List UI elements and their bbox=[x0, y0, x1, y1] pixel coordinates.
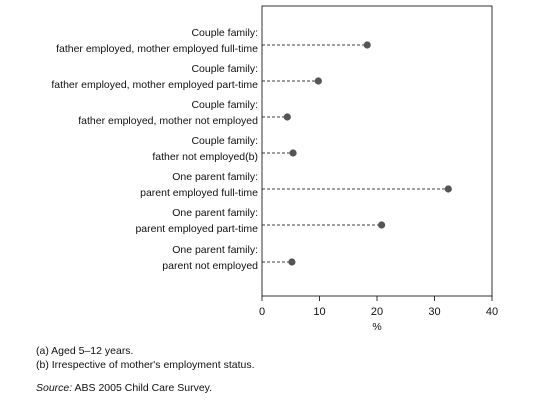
category-label-line: One parent family: bbox=[172, 171, 258, 183]
category-label-line: parent not employed bbox=[162, 260, 258, 272]
category-label-line: father employed, mother employed full-ti… bbox=[56, 43, 258, 55]
category-label-line: Couple family: bbox=[191, 135, 258, 147]
source-note: Source: ABS 2005 Child Care Survey. bbox=[36, 382, 255, 396]
plot-frame bbox=[261, 5, 493, 297]
x-axis-label: % bbox=[372, 321, 381, 333]
category-label: One parent family: parent not employed bbox=[162, 244, 258, 272]
x-tick-label: 20 bbox=[371, 306, 383, 318]
category-label: Couple family: father employed, mother em… bbox=[51, 63, 258, 91]
footnote-b: (b) Irrespective of mother's employment … bbox=[36, 358, 255, 371]
x-tick-label: 10 bbox=[313, 306, 325, 318]
category-label-line: Couple family: bbox=[191, 99, 258, 111]
data-point bbox=[444, 185, 452, 193]
data-point bbox=[314, 77, 322, 85]
category-label-line: father employed, mother not employed bbox=[78, 115, 258, 127]
category-label: One parent family: parent employed full-t… bbox=[140, 171, 258, 199]
category-label-line: One parent family: bbox=[172, 207, 258, 219]
category-label-line: Couple family: bbox=[191, 63, 258, 75]
footnote-a: (a) Aged 5–12 years. bbox=[36, 345, 134, 357]
data-point bbox=[283, 113, 291, 121]
chart-notes: (a) Aged 5–12 years. (b) Irrespective of… bbox=[36, 345, 255, 396]
source-prefix: Source: bbox=[36, 382, 73, 394]
category-label: Couple family: father employed, mother em… bbox=[56, 27, 258, 55]
category-label-line: parent employed part-time bbox=[135, 223, 258, 235]
data-point bbox=[363, 41, 371, 49]
category-label-line: father employed, mother employed part-ti… bbox=[51, 79, 258, 91]
category-label: One parent family: parent employed part-t… bbox=[135, 207, 258, 235]
data-point bbox=[288, 258, 296, 266]
x-tick-label: 0 bbox=[259, 306, 265, 318]
data-point bbox=[378, 221, 386, 229]
category-label: Couple family: father not employed(b) bbox=[152, 135, 258, 163]
chart-rows: Couple family: father employed, mother em… bbox=[51, 27, 452, 272]
category-label: Couple family: father employed, mother no… bbox=[78, 99, 258, 127]
data-point bbox=[289, 149, 297, 157]
source-text: ABS 2005 Child Care Survey. bbox=[74, 382, 213, 394]
category-label-line: Couple family: bbox=[191, 27, 258, 39]
x-tick-label: 40 bbox=[486, 306, 498, 318]
x-axis-ticks: 0 10 20 30 40 bbox=[259, 296, 498, 318]
category-label-line: One parent family: bbox=[172, 244, 258, 256]
category-label-line: parent employed full-time bbox=[140, 187, 258, 199]
x-tick-label: 30 bbox=[428, 306, 440, 318]
category-label-line: father not employed(b) bbox=[152, 151, 258, 163]
